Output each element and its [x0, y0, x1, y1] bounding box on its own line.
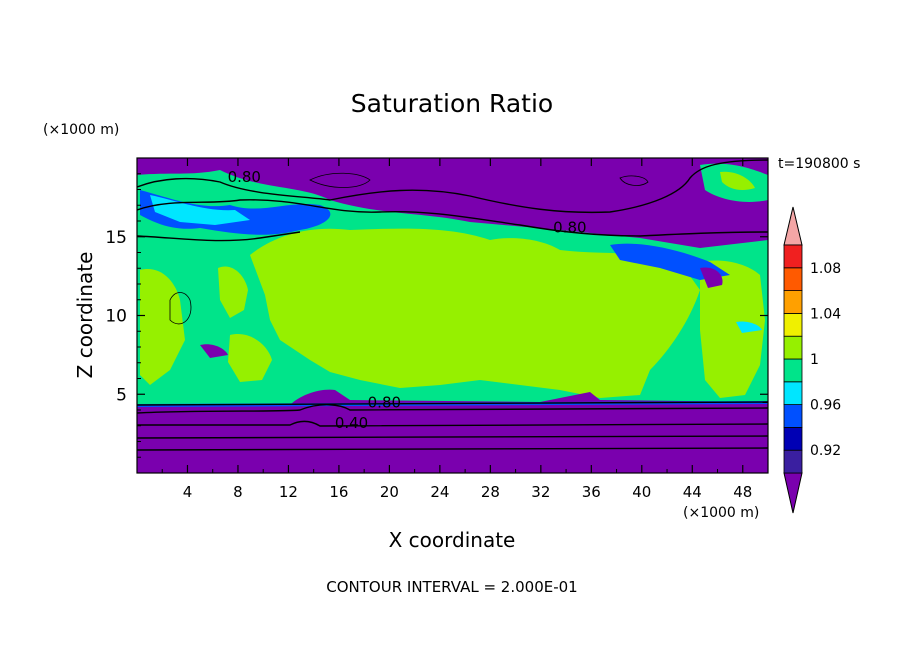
contour-labels: 0.800.800.800.40 [228, 168, 587, 432]
x-tick-label: 8 [233, 483, 243, 501]
contour-label: 0.80 [368, 393, 401, 411]
x-axis-unit: (×1000 m) [683, 505, 759, 521]
colorbar-bin [783, 244, 803, 269]
chart-title: Saturation Ratio [351, 89, 553, 118]
colorbar-label: 1 [810, 352, 819, 368]
y-axis-unit: (×1000 m) [43, 122, 119, 138]
x-tick-label: 12 [279, 483, 298, 501]
contour-label: 0.80 [553, 218, 586, 236]
colorbar-label: 1.04 [810, 306, 841, 322]
x-tick-label: 40 [632, 483, 651, 501]
y-tick-label: 15 [105, 228, 127, 248]
colorbar-bin [783, 449, 803, 474]
x-tick-label: 44 [683, 483, 702, 501]
colorbar-bin [783, 290, 803, 314]
x-axis-label: X coordinate [389, 528, 516, 552]
colorbar-bin [783, 426, 803, 451]
contour-label: 0.80 [228, 168, 261, 186]
colorbar-bin [783, 267, 803, 291]
colorbar-bin [783, 358, 803, 383]
y-tick-label: 10 [105, 307, 127, 327]
colorbar-bin [783, 312, 803, 337]
x-tick-label: 4 [183, 483, 193, 501]
x-tick-label: 48 [733, 483, 752, 501]
x-tick-label: 20 [380, 483, 399, 501]
colorbar-label: 0.96 [810, 398, 841, 414]
x-tick-label: 28 [481, 483, 500, 501]
colorbar: 0.92 0.96 1 1.04 1.08 [783, 206, 841, 514]
y-axis-ticks: 5 10 15 [105, 173, 768, 458]
colorbar-under-arrow [783, 472, 803, 514]
y-axis-label: Z coordinate [73, 252, 97, 379]
time-label: t=190800 s [778, 156, 860, 172]
x-axis-ticks: 4 8 12 16 20 24 28 32 36 40 44 48 [161, 158, 752, 501]
plot-area [137, 158, 768, 473]
colorbar-bin [783, 404, 803, 428]
x-tick-label: 24 [430, 483, 449, 501]
contour-label: 0.40 [335, 414, 368, 432]
colorbar-label: 1.08 [810, 261, 841, 277]
colorbar-bin [783, 381, 803, 405]
x-tick-label: 16 [329, 483, 348, 501]
contour-interval-note: CONTOUR INTERVAL = 2.000E-01 [326, 578, 577, 596]
colorbar-over-arrow [783, 206, 803, 246]
x-tick-label: 32 [531, 483, 550, 501]
colorbar-bin [783, 335, 803, 360]
x-tick-label: 36 [582, 483, 601, 501]
y-tick-label: 5 [116, 385, 127, 405]
colorbar-label: 0.92 [810, 443, 841, 459]
